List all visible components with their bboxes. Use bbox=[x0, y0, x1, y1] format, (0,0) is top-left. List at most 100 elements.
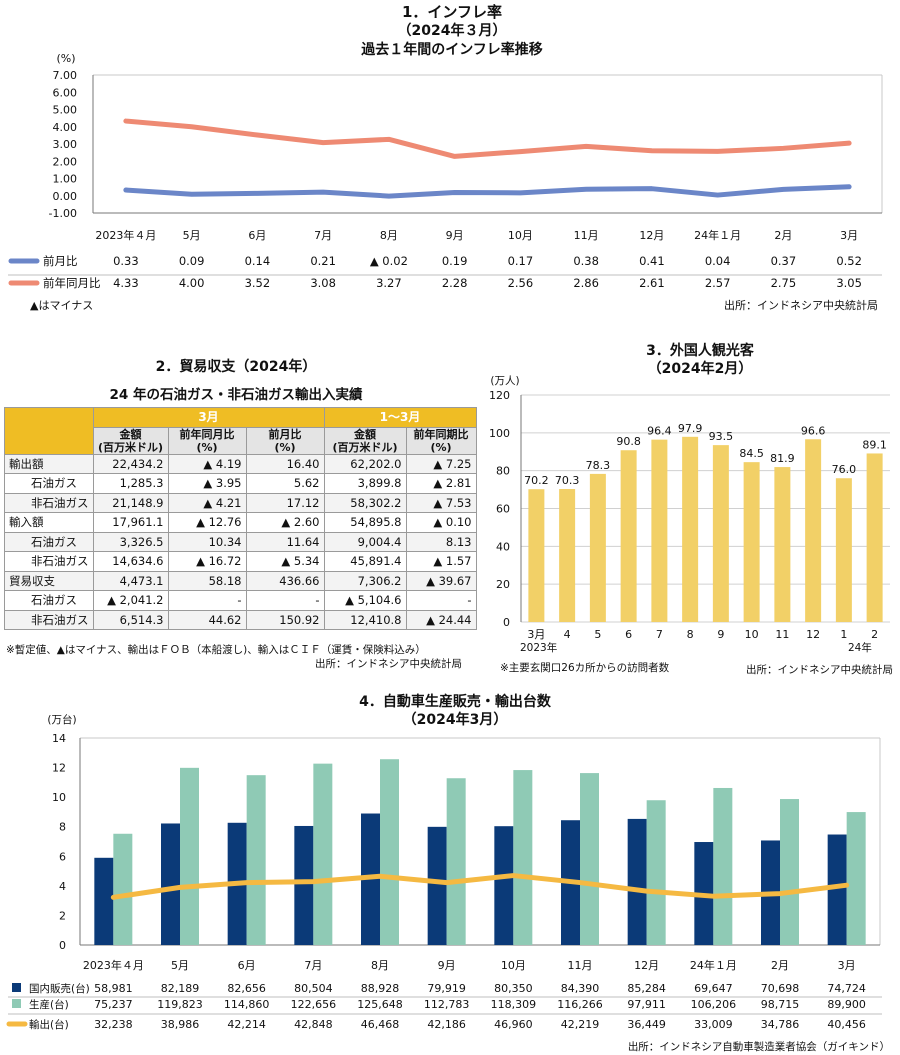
s1-value-label: 3.05 bbox=[836, 276, 862, 290]
s4-bar-production bbox=[580, 773, 599, 945]
s3-year-2024: 24年 bbox=[848, 641, 872, 654]
row-label: 非石油ガス bbox=[4, 609, 94, 630]
s3-x-tick-label: 8 bbox=[687, 628, 694, 641]
s4-y-tick-label: 14 bbox=[52, 732, 66, 745]
s3-y-tick-label: 100 bbox=[489, 427, 510, 440]
s4-y-tick-label: 10 bbox=[52, 791, 66, 804]
s1-value-label: 4.00 bbox=[179, 276, 205, 290]
s3-x-tick-label: 12 bbox=[806, 628, 820, 641]
s4-value-label: 58,981 bbox=[94, 982, 133, 995]
s4-value-label: 97,911 bbox=[627, 998, 666, 1011]
s4-value-label: 42,214 bbox=[227, 1018, 266, 1031]
s4-value-label: 69,647 bbox=[694, 982, 733, 995]
cell-yoy: - bbox=[167, 590, 247, 611]
col-header-amount-ytd-label: 金額 bbox=[354, 427, 376, 441]
s4-bar-production bbox=[513, 770, 533, 945]
table-row: 貿易収支 4,473.1 58.18 436.66 7,306.2 ▲ 39.67 bbox=[4, 570, 477, 591]
s3-bar bbox=[805, 439, 822, 622]
s3-bar bbox=[620, 450, 637, 622]
col-header-yoy-ytd-label: 前年同期比 bbox=[413, 427, 469, 441]
s4-value-label: 88,928 bbox=[361, 982, 400, 995]
s3-bar bbox=[866, 453, 883, 622]
cell-amount-ytd: 45,891.4 bbox=[323, 551, 407, 572]
table-row: 石油ガス 1,285.3 ▲ 3.95 5.62 3,899.8 ▲ 2.81 bbox=[4, 473, 477, 494]
s1-legend-label: 前年同月比 bbox=[43, 276, 101, 290]
s4-legend-label: 生産(台) bbox=[29, 998, 69, 1011]
s2-subtitle: 24 年の石油ガス・非石油ガス輸出入実績 bbox=[110, 386, 363, 403]
s1-value-label: 2.61 bbox=[639, 276, 665, 290]
s2-source: 出所：インドネシア中央統計局 bbox=[315, 657, 462, 670]
s4-bar-domestic bbox=[494, 826, 514, 945]
s1-y-tick-label: 5.00 bbox=[53, 104, 78, 117]
s4-x-tick-label: 9月 bbox=[438, 959, 456, 972]
s1-value-label: 0.21 bbox=[310, 254, 336, 268]
cell-yoy: ▲ 12.76 bbox=[167, 512, 247, 533]
cell-yoy: ▲ 16.72 bbox=[167, 551, 247, 572]
col-header-yoy-unit: (%) bbox=[196, 440, 218, 454]
cell-amount: 3,326.5 bbox=[92, 531, 169, 552]
cell-yoy-ytd: ▲ 2.81 bbox=[405, 473, 477, 494]
table-row: 輸入額 17,961.1 ▲ 12.76 ▲ 2.60 54,895.8 ▲ 0.10 bbox=[4, 512, 477, 533]
s1-title: 1．インフレ率 bbox=[402, 3, 502, 21]
s4-bar-domestic bbox=[294, 825, 314, 945]
s1-lines bbox=[123, 118, 852, 199]
s3-bar bbox=[712, 445, 729, 622]
s4-x-tick-label: 2023年４月 bbox=[83, 958, 144, 972]
s3-bar-label: 96.6 bbox=[801, 424, 826, 437]
s4-value-label: 42,186 bbox=[427, 1018, 466, 1031]
col-header-amount-ytd: 金額 (百万米ドル) bbox=[323, 426, 407, 455]
s4-export-line bbox=[110, 873, 850, 900]
s4-legend-label: 国内販売(台) bbox=[29, 982, 90, 995]
s1-subtitle: （2024年３月） bbox=[398, 22, 507, 39]
s4-value-label: 85,284 bbox=[627, 982, 666, 995]
col-header-amount-label: 金額 bbox=[119, 427, 142, 441]
s3-bar bbox=[682, 436, 699, 622]
s3-x-tick-label: 4 bbox=[564, 628, 571, 641]
s4-value-label: 106,206 bbox=[691, 998, 737, 1011]
group-header-march: 3月 bbox=[92, 407, 325, 428]
cell-yoy-ytd: ▲ 7.25 bbox=[405, 453, 477, 474]
s4-source: 出所：インドネシア自動車製造業者協会（ガイキンド） bbox=[628, 1040, 890, 1053]
s1-x-tick-label: 9月 bbox=[446, 229, 464, 242]
s1-value-label: 0.09 bbox=[179, 254, 205, 268]
s4-value-label: 114,860 bbox=[224, 998, 270, 1011]
s1-x-tick-label: 8月 bbox=[380, 229, 398, 242]
s3-bar-label: 84.5 bbox=[739, 447, 764, 460]
s1-y-tick-label: -1.00 bbox=[49, 207, 77, 220]
cell-amount: 4,473.1 bbox=[92, 570, 169, 591]
s4-bar-domestic bbox=[827, 834, 847, 945]
s3-y-tick-label: 120 bbox=[489, 389, 510, 402]
s4-bar-production bbox=[313, 763, 333, 945]
s1-value-label: 0.17 bbox=[508, 254, 534, 268]
s1-x-tick-label: 24年１月 bbox=[694, 228, 741, 242]
s1-y-tick-label: 6.00 bbox=[53, 86, 78, 99]
s4-bar-domestic bbox=[161, 823, 180, 945]
s4-value-label: 34,786 bbox=[761, 1018, 800, 1031]
s4-value-label: 80,350 bbox=[494, 982, 533, 995]
s4-legend-label: 輸出(台) bbox=[29, 1018, 69, 1031]
cell-mom: 17.12 bbox=[245, 492, 325, 513]
s4-x-tick-label: 2月 bbox=[771, 959, 789, 972]
cell-mom: - bbox=[245, 590, 325, 611]
s1-value-label: 2.86 bbox=[573, 276, 599, 290]
s4-value-label: 118,309 bbox=[491, 998, 537, 1011]
s3-bar-label: 76.0 bbox=[832, 463, 857, 476]
s4-value-label: 42,219 bbox=[561, 1018, 600, 1031]
s4-bar-production bbox=[446, 778, 466, 945]
s1-value-label: 0.37 bbox=[771, 254, 797, 268]
cell-amount: ▲ 2,041.2 bbox=[92, 590, 169, 611]
s4-y-tick-label: 4 bbox=[59, 880, 66, 893]
col-header-yoy-ytd-unit: (%) bbox=[430, 440, 452, 454]
s3-note: ※主要玄関口26カ所からの訪問者数 bbox=[500, 661, 670, 674]
cell-amount-ytd: 3,899.8 bbox=[323, 473, 407, 494]
col-header-mom-unit: (%) bbox=[274, 440, 296, 454]
s3-y-tick-label: 40 bbox=[496, 540, 510, 553]
table-row: 非石油ガス 6,514.3 44.62 150.92 12,410.8 ▲ 24.44 bbox=[4, 609, 477, 630]
s1-value-label: 3.08 bbox=[310, 276, 336, 290]
cell-yoy: 58.18 bbox=[167, 570, 247, 591]
s1-y-tick-label: 4.00 bbox=[53, 121, 78, 134]
cell-mom: 436.66 bbox=[245, 570, 325, 591]
s2-note: ※暫定値、▲はマイナス、輸出はＦＯＢ（本船渡し)、輸入はＣＩＦ（運賃・保険料込み… bbox=[6, 643, 426, 656]
s3-y-tick-label: 60 bbox=[496, 503, 510, 516]
